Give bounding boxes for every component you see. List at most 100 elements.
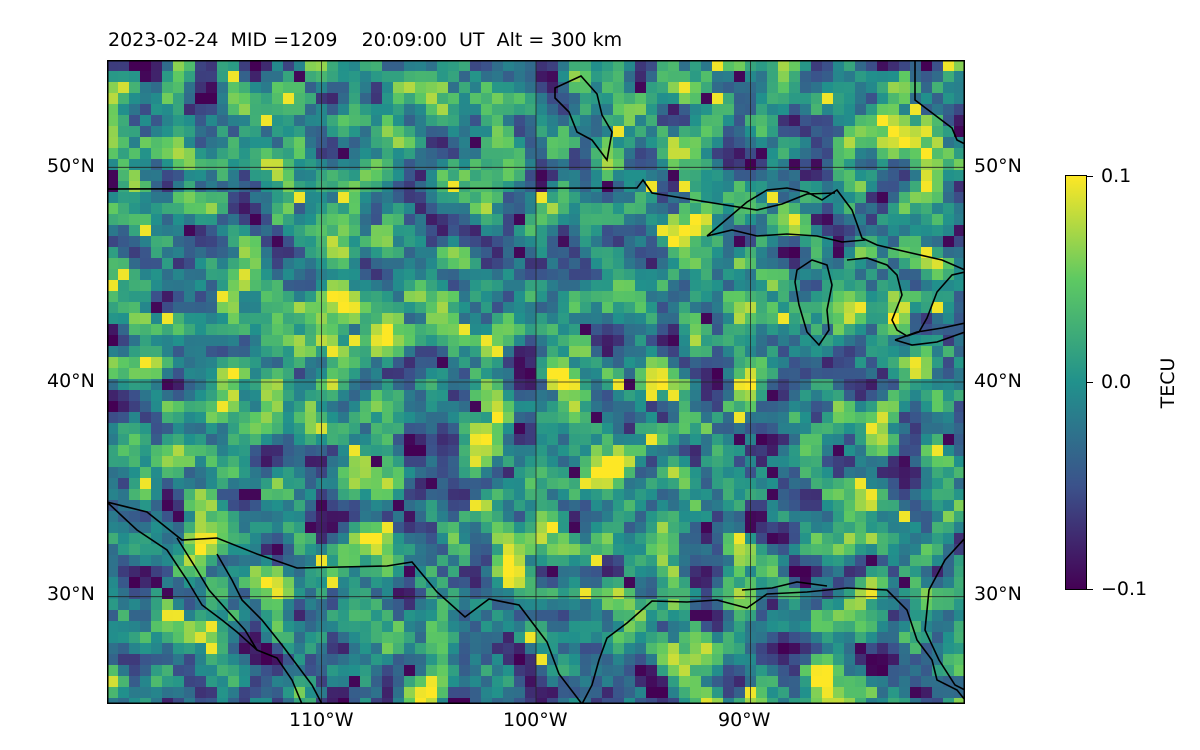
tec-cell [921,346,932,357]
tec-cell [107,434,118,445]
tec-cell [690,137,701,148]
tec-cell [228,357,239,368]
tec-cell [844,225,855,236]
tec-cell [921,522,932,533]
tec-cell [855,412,866,423]
tec-cell [767,115,778,126]
tec-cell [767,632,778,643]
tec-cell [943,302,954,313]
tec-cell [635,467,646,478]
tec-cell [459,489,470,500]
tec-cell [129,214,140,225]
tec-cell [206,346,217,357]
tec-cell [107,137,118,148]
tec-cell [591,577,602,588]
tec-cell [602,368,613,379]
tec-cell [668,643,679,654]
tec-cell [734,280,745,291]
tec-cell [734,423,745,434]
tec-cell [734,60,745,71]
tec-cell [668,401,679,412]
tec-cell [756,632,767,643]
tec-cell [833,610,844,621]
tec-cell [272,599,283,610]
tec-cell [470,445,481,456]
tec-cell [943,511,954,522]
tec-cell [855,665,866,676]
tec-cell [855,566,866,577]
tec-cell [514,115,525,126]
tec-cell [844,478,855,489]
tec-cell [657,137,668,148]
tec-cell [635,225,646,236]
tec-cell [910,115,921,126]
tec-cell [525,500,536,511]
tec-cell [272,159,283,170]
tec-cell [404,379,415,390]
tec-cell [767,148,778,159]
tec-cell [646,225,657,236]
tec-cell [888,599,899,610]
tec-cell [932,467,943,478]
tec-cell [866,214,877,225]
tec-cell [349,291,360,302]
tec-cell [217,302,228,313]
tec-cell [800,401,811,412]
tec-cell [327,445,338,456]
tec-cell [481,126,492,137]
tec-cell [778,324,789,335]
tec-cell [734,368,745,379]
tec-cell [470,60,481,71]
tec-cell [261,247,272,258]
tec-cell [393,588,404,599]
tec-cell [382,159,393,170]
tec-cell [921,192,932,203]
tec-cell [382,544,393,555]
tec-cell [635,137,646,148]
tec-cell [129,588,140,599]
tec-cell [954,335,965,346]
tec-cell [283,423,294,434]
tec-cell [140,236,151,247]
tec-cell [492,236,503,247]
tec-cell [800,434,811,445]
tec-cell [459,599,470,610]
tec-cell [382,456,393,467]
tec-cell [536,104,547,115]
tec-cell [404,93,415,104]
tec-cell [393,93,404,104]
tec-cell [514,654,525,665]
tec-cell [173,93,184,104]
tec-cell [844,467,855,478]
tec-cell [723,346,734,357]
tec-cell [591,148,602,159]
tec-cell [151,544,162,555]
tec-cell [294,137,305,148]
tec-cell [668,214,679,225]
tec-cell [624,126,635,137]
tec-cell [371,148,382,159]
tec-cell [448,335,459,346]
tec-cell [118,115,129,126]
tec-cell [415,588,426,599]
tec-cell [305,368,316,379]
tec-cell [305,126,316,137]
tec-cell [338,247,349,258]
tec-cell [767,126,778,137]
tec-cell [679,280,690,291]
tec-cell [822,291,833,302]
tec-cell [437,676,448,687]
tec-cell [635,236,646,247]
tec-cell [646,687,657,698]
tec-cell [712,610,723,621]
tec-cell [800,588,811,599]
tec-cell [833,60,844,71]
tec-cell [756,478,767,489]
tec-cell [712,621,723,632]
tec-cell [899,478,910,489]
tec-cell [261,225,272,236]
tec-cell [833,478,844,489]
tec-cell [393,324,404,335]
tec-cell [943,632,954,643]
tec-cell [756,71,767,82]
